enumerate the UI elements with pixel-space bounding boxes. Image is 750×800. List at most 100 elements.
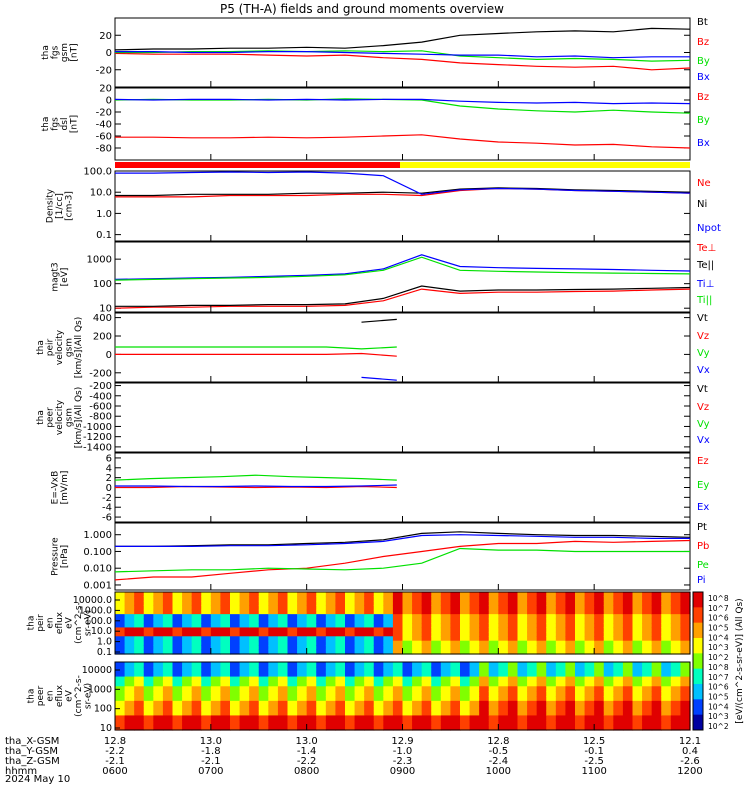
heatmap-cell bbox=[220, 645, 231, 651]
heatmap-cell bbox=[143, 696, 154, 702]
heatmap-cell bbox=[622, 600, 634, 606]
heatmap-cell bbox=[661, 700, 672, 707]
heatmap-cell bbox=[335, 649, 346, 655]
heatmap-cell bbox=[373, 725, 384, 731]
heatmap-cell bbox=[565, 686, 576, 692]
heatmap-cell bbox=[421, 662, 432, 668]
heatmap-cell bbox=[134, 676, 145, 683]
heatmap-cell bbox=[575, 592, 586, 598]
heatmap-cell bbox=[498, 686, 509, 692]
heatmap-cell bbox=[469, 649, 480, 655]
heatmap-cell bbox=[383, 686, 394, 692]
heatmap-cell bbox=[536, 715, 547, 721]
heatmap-cell bbox=[603, 666, 614, 673]
heatmap-cell bbox=[527, 681, 538, 687]
heatmap-cell bbox=[325, 592, 337, 598]
heatmap-cell bbox=[546, 725, 557, 731]
heatmap-cell bbox=[134, 671, 145, 678]
heatmap-cell bbox=[383, 609, 394, 615]
heatmap-cell bbox=[536, 671, 547, 678]
heatmap-cell bbox=[335, 720, 346, 726]
heatmap-cell bbox=[277, 645, 289, 651]
heatmap-cell bbox=[594, 645, 605, 651]
y-label-line: [mV/m] bbox=[60, 471, 70, 505]
heatmap-cell bbox=[603, 681, 614, 687]
heatmap-cell bbox=[546, 720, 557, 726]
heatmap-cell bbox=[575, 609, 586, 615]
heatmap-cell bbox=[115, 605, 126, 611]
heatmap-cell bbox=[603, 696, 614, 702]
heatmap-cell bbox=[450, 605, 461, 611]
heatmap-cell bbox=[680, 605, 691, 611]
heatmap-cell bbox=[632, 640, 643, 646]
heatmap-cell bbox=[239, 614, 250, 620]
y-axis-label: Pressure [nPa] bbox=[50, 537, 70, 576]
heatmap-cell bbox=[306, 631, 317, 637]
heatmap-cell bbox=[479, 671, 490, 678]
heatmap-cell bbox=[488, 592, 499, 598]
heatmap-cell bbox=[239, 700, 250, 707]
heatmap-cell bbox=[182, 623, 193, 629]
heatmap-cell bbox=[622, 596, 634, 602]
heatmap-cell bbox=[661, 676, 672, 683]
heatmap-cell bbox=[364, 696, 375, 702]
heatmap-cell bbox=[517, 631, 528, 637]
heatmap-cell bbox=[364, 720, 375, 726]
heatmap-cell bbox=[661, 662, 672, 668]
y-tick-label: 100.0 bbox=[83, 167, 112, 178]
y-label-line: gsm bbox=[60, 43, 70, 62]
heatmap-cell bbox=[191, 623, 202, 629]
heatmap-cell bbox=[325, 640, 337, 646]
ephemeris-value: 1000 bbox=[486, 766, 511, 777]
heatmap-cell bbox=[191, 627, 202, 633]
heatmap-cell bbox=[575, 666, 586, 673]
heatmap-cell bbox=[124, 592, 135, 598]
heatmap-cell bbox=[632, 600, 643, 606]
heatmap-cell bbox=[230, 705, 241, 712]
heatmap-cell bbox=[450, 681, 461, 687]
heatmap-cell bbox=[162, 600, 174, 606]
heatmap-cell bbox=[642, 681, 653, 687]
heatmap-cell bbox=[277, 636, 289, 642]
heatmap-cell bbox=[421, 600, 432, 606]
heatmap-cell bbox=[421, 691, 432, 697]
heatmap-cell bbox=[392, 627, 404, 633]
heatmap-cell bbox=[603, 614, 614, 620]
heatmap-cell bbox=[364, 605, 375, 611]
heatmap-cell bbox=[603, 640, 614, 646]
heatmap-cell bbox=[239, 596, 250, 602]
heatmap-cell bbox=[373, 662, 384, 668]
heatmap-cell bbox=[555, 720, 567, 726]
heatmap-cell bbox=[268, 715, 279, 721]
heatmap-cell bbox=[440, 691, 452, 697]
heatmap-cell bbox=[162, 666, 174, 673]
heatmap-cell bbox=[172, 640, 183, 646]
heatmap-cell bbox=[153, 640, 164, 646]
heatmap-cell bbox=[498, 676, 509, 683]
heatmap-cell bbox=[555, 700, 567, 707]
y-label-line: en bbox=[46, 690, 56, 701]
heatmap-cell bbox=[354, 725, 365, 731]
y-axis-label: tha peir velocity gsm [km/s](All Qs) bbox=[36, 317, 84, 379]
heatmap-cell bbox=[507, 636, 519, 642]
heatmap-cell bbox=[230, 696, 241, 702]
heatmap-cell bbox=[622, 700, 634, 707]
heatmap-cell bbox=[412, 600, 423, 606]
heatmap-cell bbox=[642, 666, 653, 673]
heatmap-cell bbox=[297, 715, 308, 721]
legend-entry: Vx bbox=[697, 365, 710, 376]
heatmap-cell bbox=[115, 715, 126, 721]
heatmap-cell bbox=[258, 681, 269, 687]
heatmap-cell bbox=[680, 627, 691, 633]
heatmap-cell bbox=[383, 700, 394, 707]
heatmap-cell bbox=[392, 600, 404, 606]
heatmap-cell bbox=[306, 592, 317, 598]
heatmap-cell bbox=[373, 614, 384, 620]
heatmap-cell bbox=[469, 691, 480, 697]
heatmap-cell bbox=[345, 720, 356, 726]
heatmap-cell bbox=[287, 649, 298, 655]
heatmap-cell bbox=[172, 605, 183, 611]
heatmap-cell bbox=[651, 623, 662, 629]
heatmap-cell bbox=[364, 686, 375, 692]
heatmap-cell bbox=[479, 666, 490, 673]
